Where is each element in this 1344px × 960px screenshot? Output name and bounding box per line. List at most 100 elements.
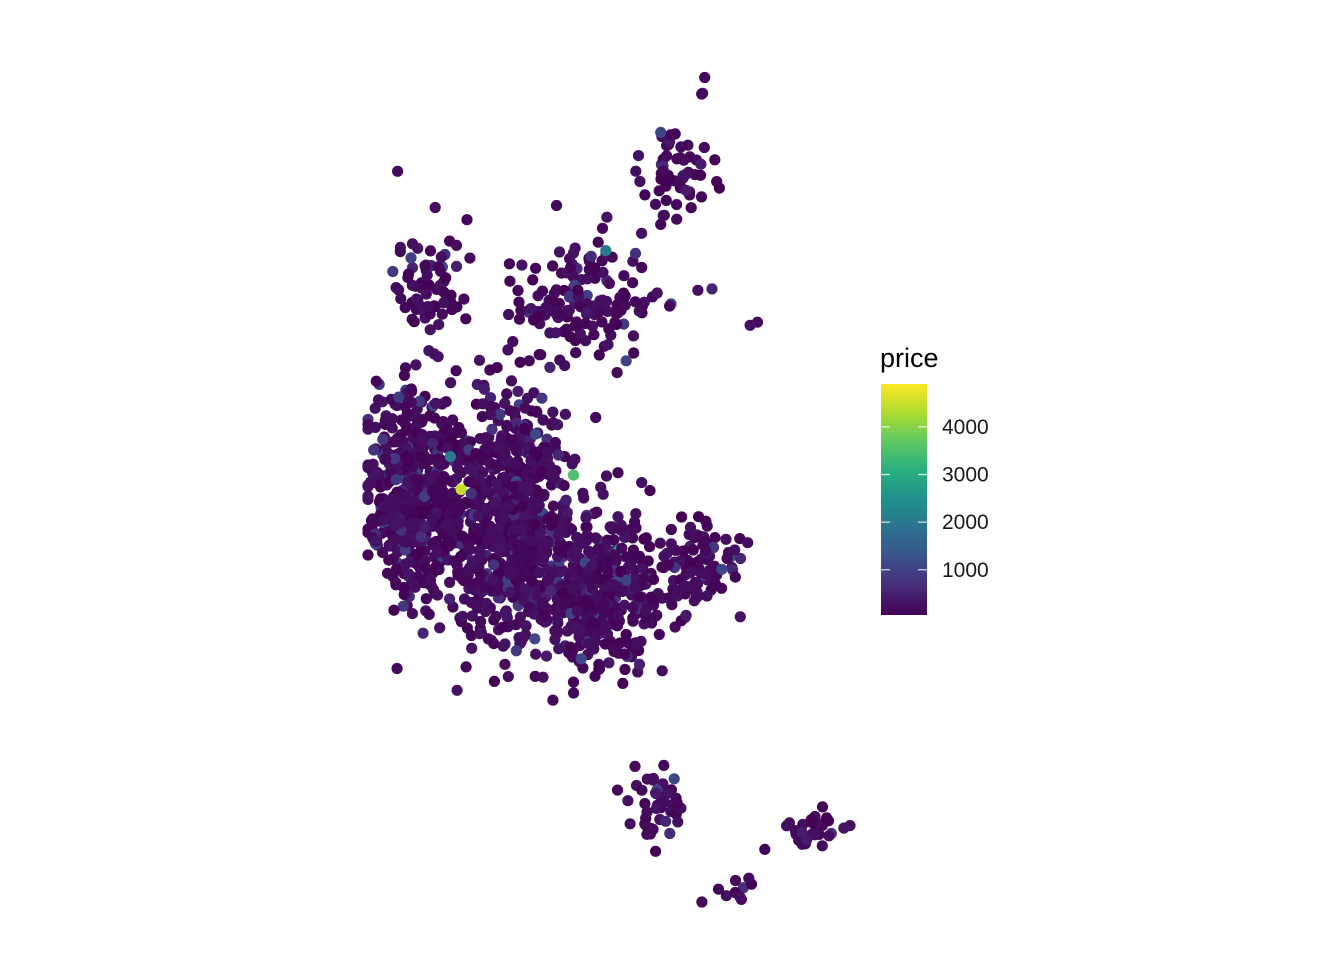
data-point: [571, 531, 583, 543]
data-point: [612, 609, 624, 621]
data-point: [466, 557, 478, 569]
data-point: [419, 562, 431, 574]
data-point: [417, 627, 429, 639]
data-point: [507, 524, 519, 536]
data-point: [594, 305, 606, 317]
data-point: [629, 760, 641, 773]
data-point: [480, 597, 492, 609]
data-point: [408, 316, 420, 328]
data-point: [489, 459, 501, 471]
data-point: [648, 595, 660, 607]
data-point: [512, 549, 524, 562]
data-point: [672, 816, 684, 828]
data-point: [636, 227, 648, 239]
data-point: [395, 293, 407, 305]
data-point: [388, 604, 400, 616]
data-point: [435, 251, 447, 263]
data-point: [650, 788, 663, 800]
data-point: [566, 547, 579, 559]
data-point: [599, 638, 611, 650]
data-point: [456, 530, 469, 542]
data-point: [513, 296, 525, 308]
data-point: [559, 408, 572, 420]
data-point: [362, 549, 374, 561]
data-point: [698, 141, 710, 154]
data-point: [362, 490, 374, 502]
data-point: [566, 566, 578, 578]
data-point: [496, 621, 508, 633]
data-point: [627, 602, 639, 614]
scatter-points: [362, 71, 856, 908]
data-point: [412, 242, 424, 254]
data-point: [664, 827, 676, 840]
data-point: [458, 593, 471, 605]
data-point: [742, 537, 754, 549]
data-point: [658, 209, 670, 221]
data-point: [513, 313, 526, 325]
data-point: [389, 452, 401, 464]
data-point: [593, 349, 605, 361]
data-point: [488, 675, 500, 688]
data-point: [515, 540, 527, 552]
data-point: [611, 784, 624, 796]
data-point: [381, 567, 394, 579]
data-point: [490, 478, 503, 490]
data-point: [499, 441, 511, 453]
data-point: [397, 600, 409, 612]
data-point: [491, 585, 503, 597]
data-point: [442, 534, 454, 546]
data-point: [577, 662, 589, 674]
data-point: [398, 369, 410, 381]
data-point: [505, 557, 517, 569]
data-point: [680, 609, 692, 622]
data-point: [526, 575, 538, 588]
data-point: [734, 891, 746, 903]
data-point: [523, 355, 535, 367]
data-point: [639, 189, 651, 201]
data-point: [536, 392, 548, 404]
data-point: [507, 336, 519, 348]
data-point: [420, 593, 432, 605]
data-point: [688, 595, 700, 607]
data-point: [432, 457, 444, 469]
data-point: [383, 554, 395, 566]
data-point: [560, 494, 572, 506]
data-point: [525, 535, 538, 547]
data-point: [428, 563, 440, 575]
data-point: [479, 605, 492, 618]
data-point: [488, 559, 500, 571]
data-point: [516, 259, 528, 271]
data-point: [474, 628, 486, 640]
data-point: [809, 829, 821, 841]
data-point: [392, 165, 404, 177]
data-point: [651, 287, 663, 299]
data-point: [603, 657, 615, 669]
data-point: [653, 185, 665, 197]
data-point: [600, 245, 612, 257]
data-point: [495, 534, 507, 546]
data-point: [528, 447, 541, 459]
data-point: [567, 247, 580, 259]
data-point: [410, 359, 422, 371]
data-point: [600, 470, 613, 482]
data-point: [592, 236, 604, 248]
data-point: [611, 620, 624, 632]
data-point: [569, 320, 581, 332]
data-point: [612, 511, 624, 523]
data-point: [451, 684, 463, 696]
data-point: [475, 615, 487, 628]
data-point: [633, 591, 645, 603]
data-point: [517, 509, 529, 521]
data-point: [647, 823, 659, 836]
data-point: [696, 896, 708, 908]
data-point: [608, 549, 621, 561]
data-point: [821, 812, 833, 824]
data-point: [699, 71, 711, 84]
data-point: [431, 589, 444, 601]
data-point: [480, 432, 492, 444]
data-point: [450, 260, 463, 272]
data-point: [393, 436, 405, 448]
data-point: [534, 488, 547, 500]
data-point: [729, 874, 742, 887]
data-point: [620, 355, 632, 367]
